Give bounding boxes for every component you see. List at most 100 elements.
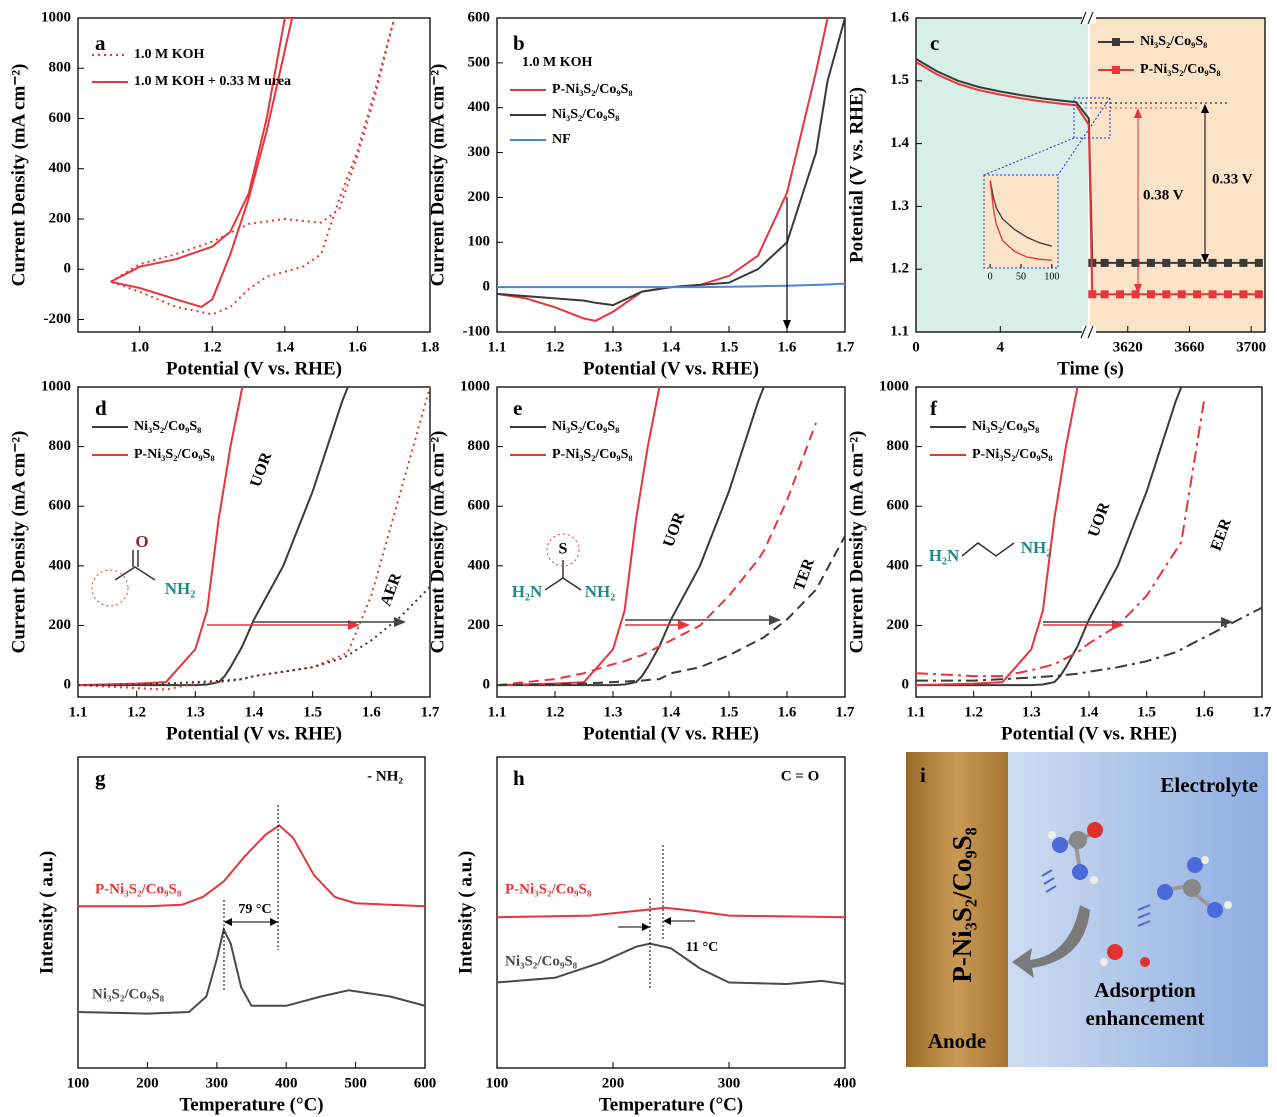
annotation: UOR: [247, 450, 275, 490]
x-tick-label: 100: [486, 1075, 509, 1091]
x-tick-label: 1.1: [69, 704, 88, 720]
plot-frame: [77, 386, 431, 698]
x-tick-label: 3700: [1236, 339, 1266, 355]
y-axis-label: Potential (V vs. RHE): [846, 87, 867, 263]
caption: enhancement: [1086, 1006, 1205, 1030]
molecule: [1041, 822, 1103, 893]
legend-label: Ni₃S₂/Co₉S₈: [552, 419, 619, 434]
y-axis-label: Current Density (mA cm⁻²): [427, 64, 448, 287]
series-line: [78, 824, 425, 908]
marker: [1116, 290, 1125, 299]
y-tick-label: 800: [468, 438, 491, 454]
annotation-shape: [1073, 97, 1111, 139]
marker: [1131, 258, 1140, 267]
marker: [1146, 258, 1155, 267]
y-tick-label: 400: [49, 160, 72, 176]
x-tick-label: 1.6: [778, 339, 797, 355]
series-line: [497, 422, 817, 687]
marker: [1208, 258, 1217, 267]
annotation-shapes: [223, 805, 279, 990]
panel-label: d: [95, 396, 107, 420]
marker: [1239, 290, 1248, 299]
annotation: TER: [791, 556, 818, 593]
legend-label: P-Ni₃S₂/Co₉S₈: [552, 82, 633, 97]
legend-marker: [1112, 66, 1120, 74]
annotation-shape: [983, 137, 1075, 176]
y-tick-label: 200: [468, 189, 491, 205]
annotation-shape: [544, 577, 582, 591]
x-axis-label: Potential (V vs. RHE): [583, 358, 759, 379]
y-tick-label: 1000: [879, 378, 909, 394]
series-label: Ni₃S₂/Co₉S₈: [505, 953, 578, 969]
annotation: EER: [1208, 516, 1235, 553]
plot-frame: [496, 756, 846, 1069]
inset-line: [989, 180, 1052, 247]
y-tick-label: 800: [49, 438, 72, 454]
annotation-shape: [961, 542, 1015, 557]
annotation-shape: [663, 917, 671, 925]
marker: [1208, 290, 1217, 299]
annotation-shape: [642, 923, 650, 931]
x-tick-label: 1.7: [836, 339, 855, 355]
series-line: [916, 606, 1262, 682]
x-tick-label: 1.1: [907, 704, 926, 720]
legend-label: P-Ni₃S₂/Co₉S₈: [134, 447, 215, 462]
illustration: i Electrolyte P-Ni₃S₂/Co₉S₈ Adsorption e…: [906, 752, 1268, 1067]
annotation-shape: [678, 620, 690, 630]
y-tick-label: 0: [483, 677, 491, 693]
x-tick-label: 3660: [1174, 339, 1204, 355]
x-tick-label: 1.2: [546, 339, 565, 355]
x-tick-label: 1.2: [127, 704, 146, 720]
x-tick-label: 1.3: [1022, 704, 1041, 720]
annotation: UOR: [660, 510, 688, 550]
annotation-shapes: [983, 11, 1228, 339]
y-tick-label: 800: [887, 438, 910, 454]
y-tick-label: 1.1: [890, 323, 909, 339]
x-tick-label: 1.4: [1080, 704, 1099, 720]
x-tick-label: 1.1: [488, 339, 507, 355]
x-tick-label: 300: [718, 1075, 741, 1091]
y-tick-label: 100: [468, 234, 491, 250]
inset-x-tick-label: 0: [988, 271, 993, 282]
x-tick-label: 3620: [1113, 339, 1143, 355]
y-tick-label: 0: [64, 677, 72, 693]
y-tick-label: 600: [468, 498, 491, 514]
y-tick-label: 200: [49, 617, 72, 633]
series-line: [78, 926, 425, 1015]
annotation-shape: [394, 617, 406, 627]
y-tick-label: 600: [468, 9, 491, 25]
panel-label: a: [95, 31, 106, 55]
legend-title: 1.0 M KOH: [522, 55, 592, 70]
y-tick-label: 800: [49, 60, 72, 76]
x-tick-label: 1.6: [362, 704, 381, 720]
series-line: [78, 387, 430, 691]
annotation: AER: [377, 571, 405, 609]
marker: [1177, 258, 1186, 267]
annotation: NH₂: [585, 582, 616, 601]
series-line: [497, 535, 845, 687]
panel: 1.1 1.2 1.3 1.4 1.5 1.6 1.7 -100 0 100 200 300 400 50…: [427, 9, 855, 379]
x-tick-label: 1.8: [421, 339, 440, 355]
marker: [1088, 290, 1097, 299]
series-label: Ni₃S₂/Co₉S₈: [92, 986, 165, 1002]
x-tick-label: 1.2: [964, 704, 983, 720]
annotation-shape: [1082, 326, 1096, 338]
annotation: 0.38 V: [1143, 187, 1184, 203]
marker: [1162, 290, 1171, 299]
x-tick-label: 1.6: [1195, 704, 1214, 720]
y-tick-label: 1000: [460, 378, 490, 394]
x-tick-label: 1.3: [604, 339, 623, 355]
y-tick-label: 200: [468, 617, 491, 633]
legend-marker: [1112, 38, 1120, 46]
x-tick-label: 300: [206, 1075, 229, 1091]
x-tick-label: 100: [67, 1075, 90, 1091]
x-axis-label: Time (s): [1057, 358, 1124, 379]
legend-label: Ni₃S₂/Co₉S₈: [134, 419, 201, 434]
annotation: UOR: [1085, 500, 1113, 540]
marker: [1254, 258, 1263, 267]
marker: [1193, 258, 1202, 267]
x-tick-label: 1.7: [836, 704, 855, 720]
marker: [1254, 290, 1263, 299]
x-tick-label: 200: [602, 1075, 625, 1091]
x-tick-label: 1.3: [604, 704, 623, 720]
